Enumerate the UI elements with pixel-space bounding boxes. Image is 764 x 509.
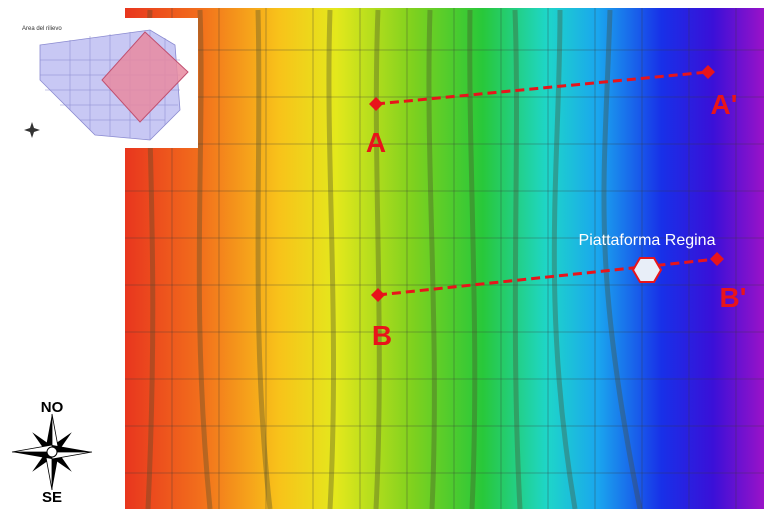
inset-title: Area del rilievo [22,26,62,32]
platform-marker [633,258,661,282]
inset: Area del rilievo [8,18,198,148]
section-label: A [366,127,386,158]
section-label: B [372,320,392,351]
map-page: Area del rilievo A A' B B' Piattaforma R… [0,0,764,509]
platform-label: Piattaforma Regina [579,232,716,249]
bathymetry [125,8,764,509]
section-label: A' [711,89,738,120]
section-label: B' [720,282,747,313]
compass-north: NO [41,399,64,416]
compass-south: SE [42,489,62,506]
compass-rose [12,412,92,491]
